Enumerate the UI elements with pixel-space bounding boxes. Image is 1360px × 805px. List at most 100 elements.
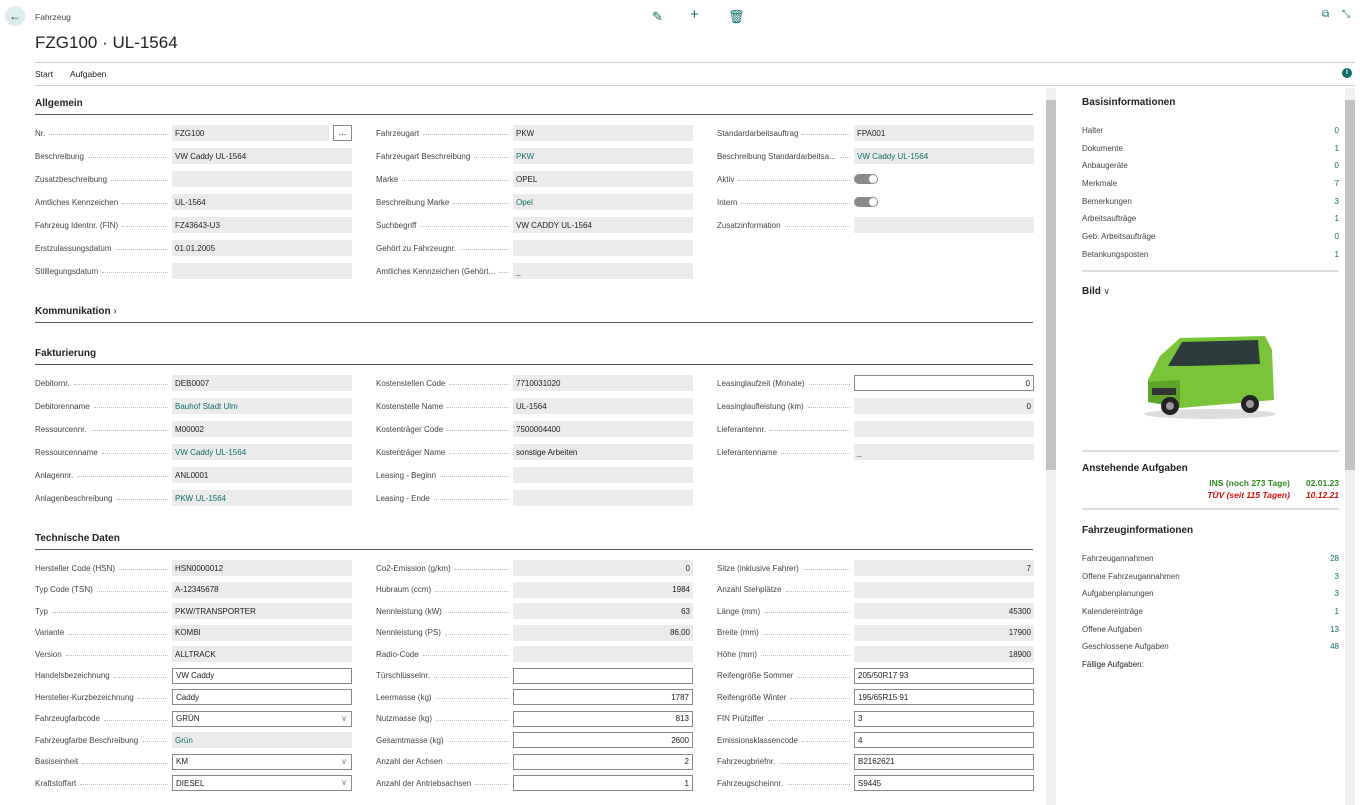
factbox-row[interactable]: Offene Aufgaben 13	[1082, 625, 1339, 643]
factbox-value[interactable]: 3	[1334, 571, 1339, 581]
factbox-row[interactable]: Geschlossene Aufgaben 48	[1082, 642, 1339, 660]
input-field[interactable]: _	[854, 444, 1034, 460]
input-field[interactable]	[172, 171, 352, 187]
edit-icon[interactable]: ✎	[652, 9, 663, 24]
chevron-down-icon[interactable]: ∨	[1100, 286, 1110, 296]
input-field[interactable]: 7710031020	[513, 375, 693, 391]
factbox-row[interactable]: Dokumente 1	[1082, 144, 1339, 162]
input-field[interactable]: 205/50R17 93	[854, 667, 1034, 684]
input-field[interactable]: 2600	[513, 732, 693, 748]
factbox-row[interactable]: Anbaugeräte 0	[1082, 161, 1339, 179]
input-field[interactable]: 1	[513, 775, 693, 791]
factbox-value[interactable]: 1	[1334, 214, 1339, 224]
factbox-value[interactable]: 28	[1330, 554, 1339, 563]
factbox-value[interactable]: 13	[1330, 624, 1339, 634]
factbox-value[interactable]: 1	[1334, 607, 1339, 617]
input-field[interactable]: Opel	[513, 194, 693, 210]
input-field[interactable]	[513, 646, 693, 662]
input-field[interactable]: PKW UL-1564	[172, 490, 352, 506]
input-field[interactable]: 4	[854, 732, 1034, 748]
factbox-value[interactable]: 1	[1334, 143, 1339, 153]
section-header[interactable]: Kommunikation ›	[35, 306, 1033, 320]
factbox-row[interactable]: Offene Fahrzeugannahmen 3	[1082, 572, 1339, 590]
factbox-scrollbar[interactable]	[1345, 88, 1355, 805]
input-field[interactable]: 195/65R15 91	[854, 689, 1034, 705]
lookup-button[interactable]: ...	[333, 125, 352, 141]
input-field[interactable]: OPEL	[513, 171, 693, 187]
plus-icon[interactable]: +	[690, 6, 699, 23]
input-field[interactable]: 45300	[854, 603, 1034, 619]
main-scrollbar[interactable]	[1046, 88, 1056, 805]
chevron-down-icon[interactable]: ∨	[341, 713, 347, 723]
input-field[interactable]: S9445	[854, 775, 1034, 791]
factbox-value[interactable]: 1	[1334, 249, 1339, 259]
input-field[interactable]	[172, 263, 352, 279]
factbox-value[interactable]: 48	[1330, 642, 1339, 652]
input-field[interactable]: _	[513, 263, 693, 279]
chevron-down-icon[interactable]: ∨	[341, 778, 347, 787]
select-field[interactable]: GRÜN ∨	[172, 710, 352, 727]
factbox-value[interactable]: 7	[1334, 179, 1339, 189]
factbox-value[interactable]: 0	[1334, 126, 1339, 135]
factbox-row[interactable]: Fahrzeugannahmen 28	[1082, 554, 1339, 572]
input-field[interactable]: 86,00	[513, 624, 693, 641]
input-field[interactable]: 1984	[513, 581, 693, 598]
input-field[interactable]	[513, 240, 693, 256]
input-field[interactable]: 0	[854, 398, 1034, 414]
select-field[interactable]: DIESEL ∨	[172, 775, 352, 791]
factbox-value[interactable]: 0	[1334, 232, 1339, 242]
input-field[interactable]: VW Caddy UL-1564	[172, 148, 352, 164]
input-field[interactable]: UL-1564	[172, 194, 352, 210]
factbox-row[interactable]: Arbeitsaufträge 1	[1082, 214, 1339, 232]
input-field[interactable]: 3	[854, 710, 1034, 727]
input-field[interactable]: sonstige Arbeiten	[513, 444, 693, 460]
pending-task-row[interactable]: INS (noch 273 Tage) 02.01.23	[1082, 478, 1339, 490]
input-field[interactable]: PKW	[513, 125, 693, 141]
toggle-switch[interactable]	[854, 171, 1034, 187]
input-field[interactable]: FZG100	[172, 125, 329, 141]
factbox-value[interactable]: 0	[1334, 161, 1339, 171]
input-field[interactable]: 813	[513, 710, 693, 727]
factbox-bild[interactable]: Bild ∨	[1082, 286, 1339, 297]
input-field[interactable]	[854, 421, 1034, 437]
delete-icon[interactable]: 🗑	[728, 9, 745, 24]
scrollbar-thumb[interactable]	[1046, 100, 1056, 470]
input-field[interactable]: FZ43643-U3	[172, 217, 352, 233]
input-field[interactable]: 7	[854, 560, 1034, 576]
input-field[interactable]	[513, 667, 693, 684]
input-field[interactable]	[854, 217, 1034, 233]
input-field[interactable]: VW Caddy UL-1564	[854, 148, 1034, 164]
input-field[interactable]: PKW/TRANSPORTER	[172, 603, 352, 619]
toggle-icon[interactable]	[854, 174, 878, 184]
input-field[interactable]: Grün	[172, 732, 352, 748]
factbox-row[interactable]: Aufgabenplanungen 3	[1082, 589, 1339, 607]
pending-task-row[interactable]: TÜV (seit 115 Tagen) 10.12.21	[1082, 490, 1339, 502]
input-field[interactable]: 18900	[854, 646, 1034, 662]
input-field[interactable]: A-12345678	[172, 581, 352, 598]
input-field[interactable]: Bauhof Stadt Ulm	[172, 398, 352, 414]
factbox-row[interactable]: Kalendereinträge 1	[1082, 607, 1339, 625]
input-field[interactable]: UL-1564	[513, 398, 693, 414]
input-field[interactable]: 7500004400	[513, 421, 693, 437]
factbox-row[interactable]: Halter 0	[1082, 126, 1339, 144]
input-field[interactable]: VW Caddy	[172, 667, 352, 684]
chevron-right-icon[interactable]: ›	[110, 306, 117, 317]
back-button[interactable]: ←	[5, 6, 25, 26]
input-field[interactable]: PKW	[513, 148, 693, 164]
collapse-icon[interactable]: ⤡	[1342, 9, 1350, 20]
input-field[interactable]: VW Caddy UL-1564	[172, 444, 352, 460]
input-field[interactable]: 0	[513, 560, 693, 576]
factbox-value[interactable]: 3	[1334, 196, 1339, 206]
input-field[interactable]	[854, 581, 1034, 598]
factbox-row[interactable]: Geb. Arbeitsaufträge 0	[1082, 232, 1339, 250]
input-field[interactable]: VW CADDY UL-1564	[513, 217, 693, 233]
input-field[interactable]: FPA001	[854, 125, 1034, 141]
input-field[interactable]: M00002	[172, 421, 352, 437]
open-new-window-icon[interactable]: ⧉	[1322, 9, 1330, 20]
toggle-switch[interactable]	[854, 194, 1034, 210]
toggle-icon[interactable]	[854, 197, 878, 207]
chevron-down-icon[interactable]: ∨	[341, 756, 347, 766]
scrollbar-thumb[interactable]	[1345, 100, 1355, 470]
input-field[interactable]: KOMBI	[172, 624, 352, 641]
input-field[interactable]: 17900	[854, 624, 1034, 641]
